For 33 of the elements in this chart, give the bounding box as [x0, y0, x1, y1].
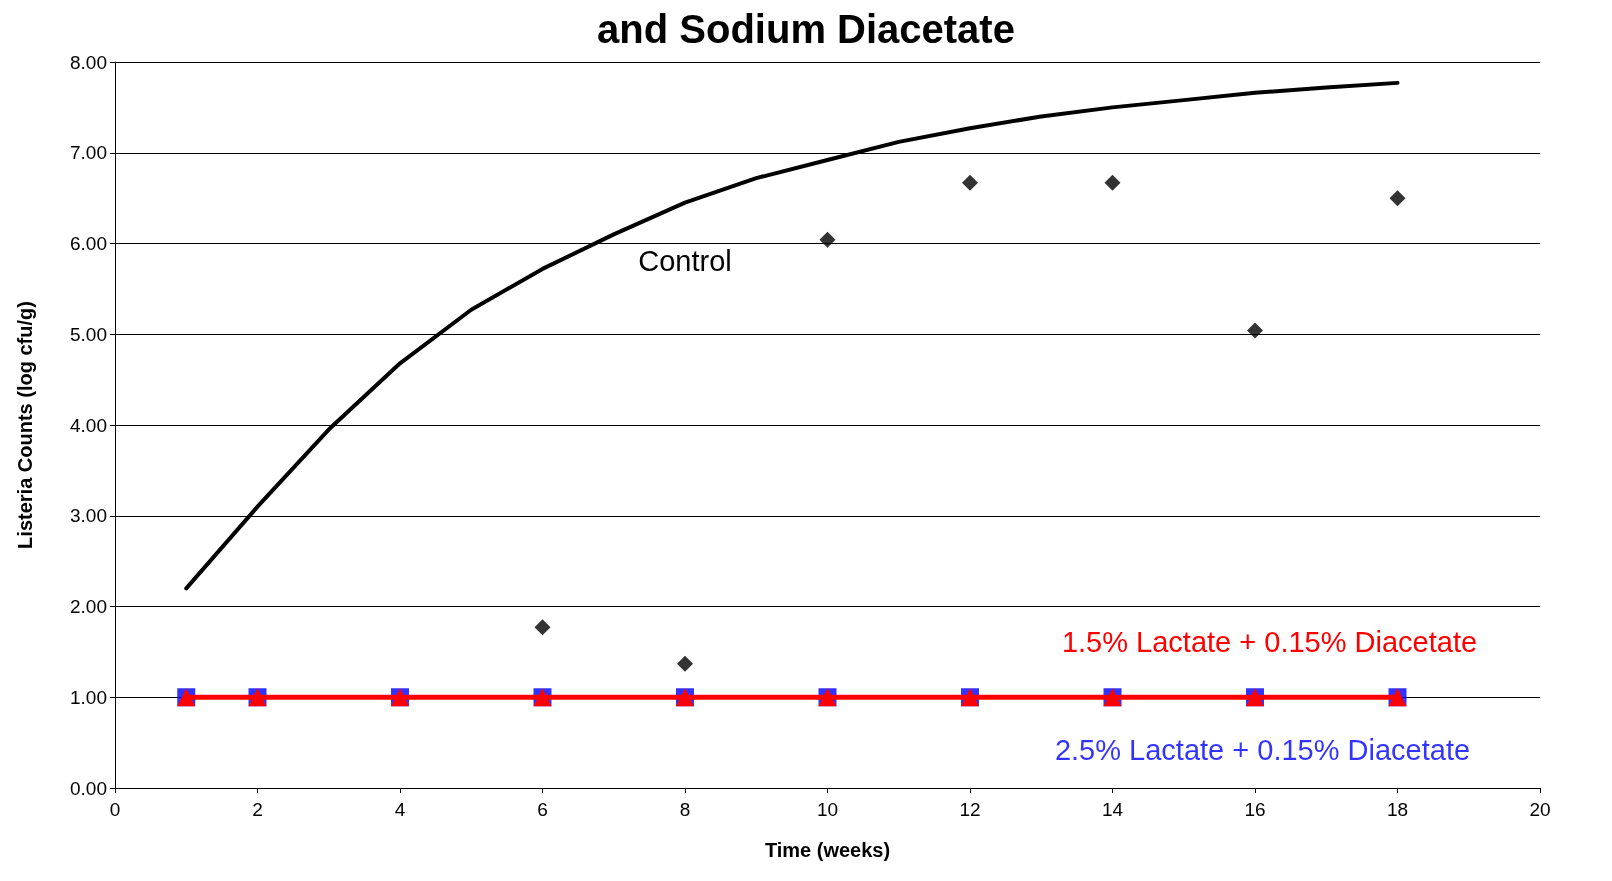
x-tick-label: 6: [537, 799, 548, 820]
x-tick-label: 10: [816, 799, 839, 820]
y-tick-label: 0.00: [70, 777, 107, 799]
point: [962, 174, 978, 191]
point: [677, 655, 693, 672]
y-tick-label: 1.00: [70, 686, 107, 708]
y-tick-label: 6.00: [70, 233, 107, 254]
series-label: 1.5% Lactate + 0.15% Diacetate: [1061, 626, 1478, 659]
point: [1247, 322, 1263, 339]
x-tick-label: 18: [1386, 799, 1409, 820]
y-tick-label: 2.00: [70, 596, 107, 617]
x-tick-label: 2: [252, 799, 263, 820]
x-tick-label: 16: [1244, 799, 1266, 820]
x-tick-label: 8: [679, 799, 691, 820]
x-tick-label: 4: [394, 799, 406, 820]
x-tick-label: 0: [109, 799, 121, 820]
chart-title: and Sodium Diacetate: [597, 7, 1015, 51]
point: [819, 231, 836, 248]
y-axis-title: Listeria Counts (log cfu/g): [14, 301, 36, 549]
point: [1104, 174, 1121, 191]
y-tick-label: 4.00: [70, 414, 107, 436]
y-tick-label: 5.00: [70, 323, 107, 345]
point: [1389, 190, 1406, 207]
x-tick-label: 20: [1529, 799, 1551, 820]
x-axis-title: Time (weeks): [764, 839, 891, 861]
series-label: Control: [638, 244, 732, 277]
y-tick-label: 7.00: [70, 142, 107, 164]
y-tick-label: 3.00: [70, 505, 107, 527]
series-label: 2.5% Lactate + 0.15% Diacetate: [1054, 734, 1471, 767]
y-tick-label: 8.00: [70, 51, 107, 73]
point: [534, 619, 551, 636]
x-tick-label: 14: [1101, 799, 1124, 820]
x-tick-label: 12: [959, 799, 981, 820]
